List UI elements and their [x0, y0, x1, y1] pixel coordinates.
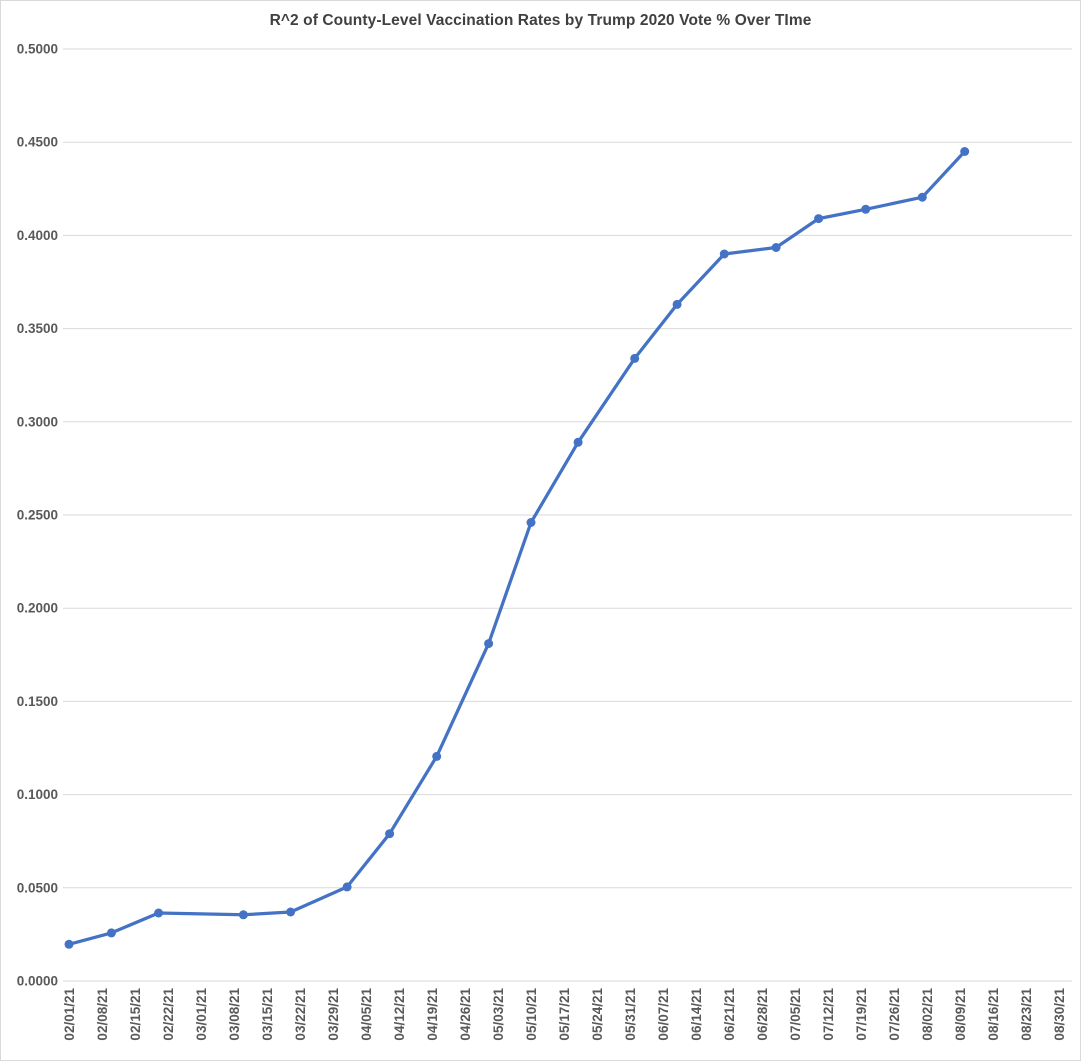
data-point-marker — [672, 299, 682, 309]
data-point-marker — [573, 437, 583, 447]
x-axis-tick-label: 06/21/21 — [722, 988, 737, 1041]
y-axis-tick-label: 0.0000 — [17, 974, 58, 989]
x-axis-tick-label: 04/19/21 — [425, 988, 440, 1041]
x-axis-tick-label: 08/23/21 — [1019, 988, 1034, 1041]
x-axis-tick-label: 07/26/21 — [887, 988, 902, 1041]
series-line — [67, 149, 967, 946]
y-axis-tick-label: 0.3000 — [17, 414, 58, 429]
data-point-marker — [238, 910, 248, 920]
data-point-marker — [432, 751, 442, 761]
data-point-marker — [286, 907, 296, 917]
data-point-marker — [106, 928, 116, 938]
data-point-marker — [861, 204, 871, 214]
x-axis-tick-label: 03/08/21 — [227, 988, 242, 1041]
x-axis-tick-label: 06/14/21 — [689, 988, 704, 1041]
data-point-marker — [526, 518, 536, 527]
data-point-marker — [814, 214, 824, 224]
x-axis-tick-label: 07/12/21 — [821, 988, 836, 1041]
chart-title: R^2 of County-Level Vaccination Rates by… — [269, 12, 812, 29]
data-point-marker — [64, 939, 74, 949]
x-axis-tick-label: 02/08/21 — [95, 988, 110, 1041]
data-point-marker — [771, 243, 781, 252]
x-axis-tick-label: 02/01/21 — [62, 988, 77, 1041]
data-point-marker — [917, 192, 927, 202]
x-axis-tick-label: 05/17/21 — [557, 988, 572, 1041]
x-axis-tick-label: 03/22/21 — [293, 988, 308, 1041]
x-axis-tick-label: 08/16/21 — [986, 988, 1001, 1041]
x-axis-tick-label: 07/05/21 — [788, 988, 803, 1041]
x-axis-tick-label: 03/15/21 — [260, 988, 275, 1041]
x-axis-tick-label: 05/24/21 — [590, 988, 605, 1041]
data-point-marker — [154, 908, 164, 918]
x-axis-tick-label: 03/01/21 — [194, 988, 209, 1041]
data-point-marker — [342, 882, 352, 892]
y-axis-tick-label: 0.4000 — [17, 228, 58, 243]
x-axis-tick-label: 02/15/21 — [128, 988, 143, 1041]
x-axis-tick-label: 02/22/21 — [161, 988, 176, 1041]
y-axis-tick-label: 0.5000 — [17, 42, 58, 57]
data-point-marker — [385, 829, 395, 839]
x-axis-tick-label: 05/31/21 — [623, 988, 638, 1041]
y-axis-tick-label: 0.1500 — [17, 694, 58, 709]
data-point-marker — [719, 249, 729, 259]
x-axis-tick-label: 06/07/21 — [656, 988, 671, 1041]
y-axis-tick-label: 0.0500 — [17, 880, 58, 895]
data-point-marker — [484, 639, 494, 649]
y-axis-tick-label: 0.4500 — [17, 135, 58, 150]
y-axis-tick-label: 0.2500 — [17, 508, 58, 523]
y-axis-tick-label: 0.3500 — [17, 321, 58, 336]
x-axis-tick-label: 08/02/21 — [920, 988, 935, 1041]
x-axis-tick-label: 04/26/21 — [458, 988, 473, 1041]
y-axis-tick-label: 0.2000 — [17, 601, 58, 616]
x-axis-tick-label: 04/05/21 — [359, 988, 374, 1041]
data-point-marker — [630, 353, 640, 363]
y-axis-tick-label: 0.1000 — [17, 787, 58, 802]
x-axis-tick-label: 07/19/21 — [854, 988, 869, 1041]
x-axis-tick-label: 04/12/21 — [392, 988, 407, 1041]
x-axis-tick-label: 05/03/21 — [491, 988, 506, 1041]
x-axis-tick-label: 06/28/21 — [755, 988, 770, 1041]
x-axis-tick-label: 08/30/21 — [1052, 988, 1067, 1041]
x-axis-tick-label: 08/09/21 — [953, 988, 968, 1041]
x-axis-tick-label: 05/10/21 — [524, 988, 539, 1041]
data-point-marker — [960, 147, 970, 156]
x-axis-tick-label: 03/29/21 — [326, 988, 341, 1041]
